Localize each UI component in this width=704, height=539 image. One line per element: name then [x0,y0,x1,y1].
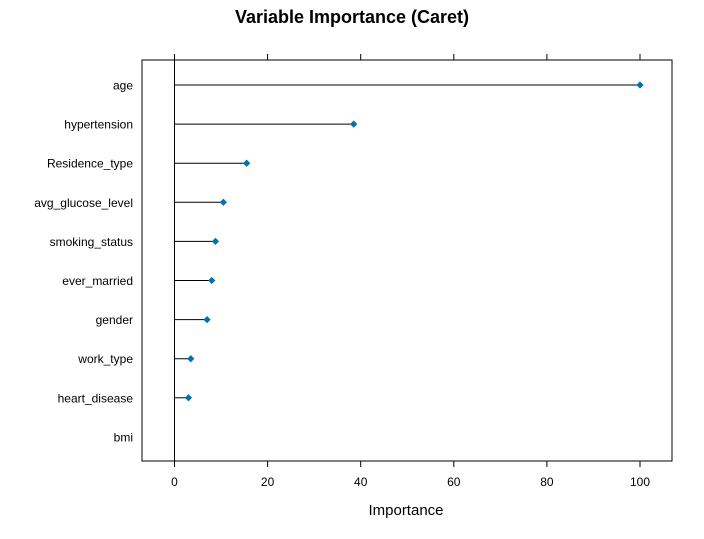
chart-title: Variable Importance (Caret) [235,7,469,27]
x-tick-label: 0 [171,475,178,489]
plot-frame [141,59,673,462]
top-ticks [174,54,641,60]
y-tick-label: heart_disease [58,391,134,405]
data-point [208,276,216,285]
y-tick-label: avg_glucose_level [34,196,133,210]
y-tick-label: smoking_status [50,235,133,249]
y-axis: age hypertension Residence_type avg_glucose… [34,79,133,445]
data-point [211,237,220,246]
x-axis: 0 20 40 60 80 100 [171,461,650,489]
series-stems [174,84,640,399]
data-point [350,120,358,128]
data-point [243,159,251,167]
y-tick-label: work_type [77,352,133,366]
y-tick-label: age [113,79,133,93]
data-point [187,355,195,363]
x-tick-label: 40 [354,475,368,489]
x-tick-label: 20 [261,475,275,489]
y-tick-label: hypertension [64,118,133,132]
y-tick-label: bmi [114,430,133,444]
x-tick-label: 80 [540,475,554,489]
y-tick-label: gender [96,313,133,327]
x-tick-label: 100 [630,475,650,489]
series-points [184,81,644,402]
x-tick-label: 60 [447,475,461,489]
x-axis-title: Importance [368,502,443,519]
y-tick-label: ever_married [62,274,133,288]
data-point [219,198,228,206]
data-point [184,394,193,402]
data-point [203,315,211,324]
y-tick-label: Residence_type [47,157,133,171]
data-point [636,81,644,89]
